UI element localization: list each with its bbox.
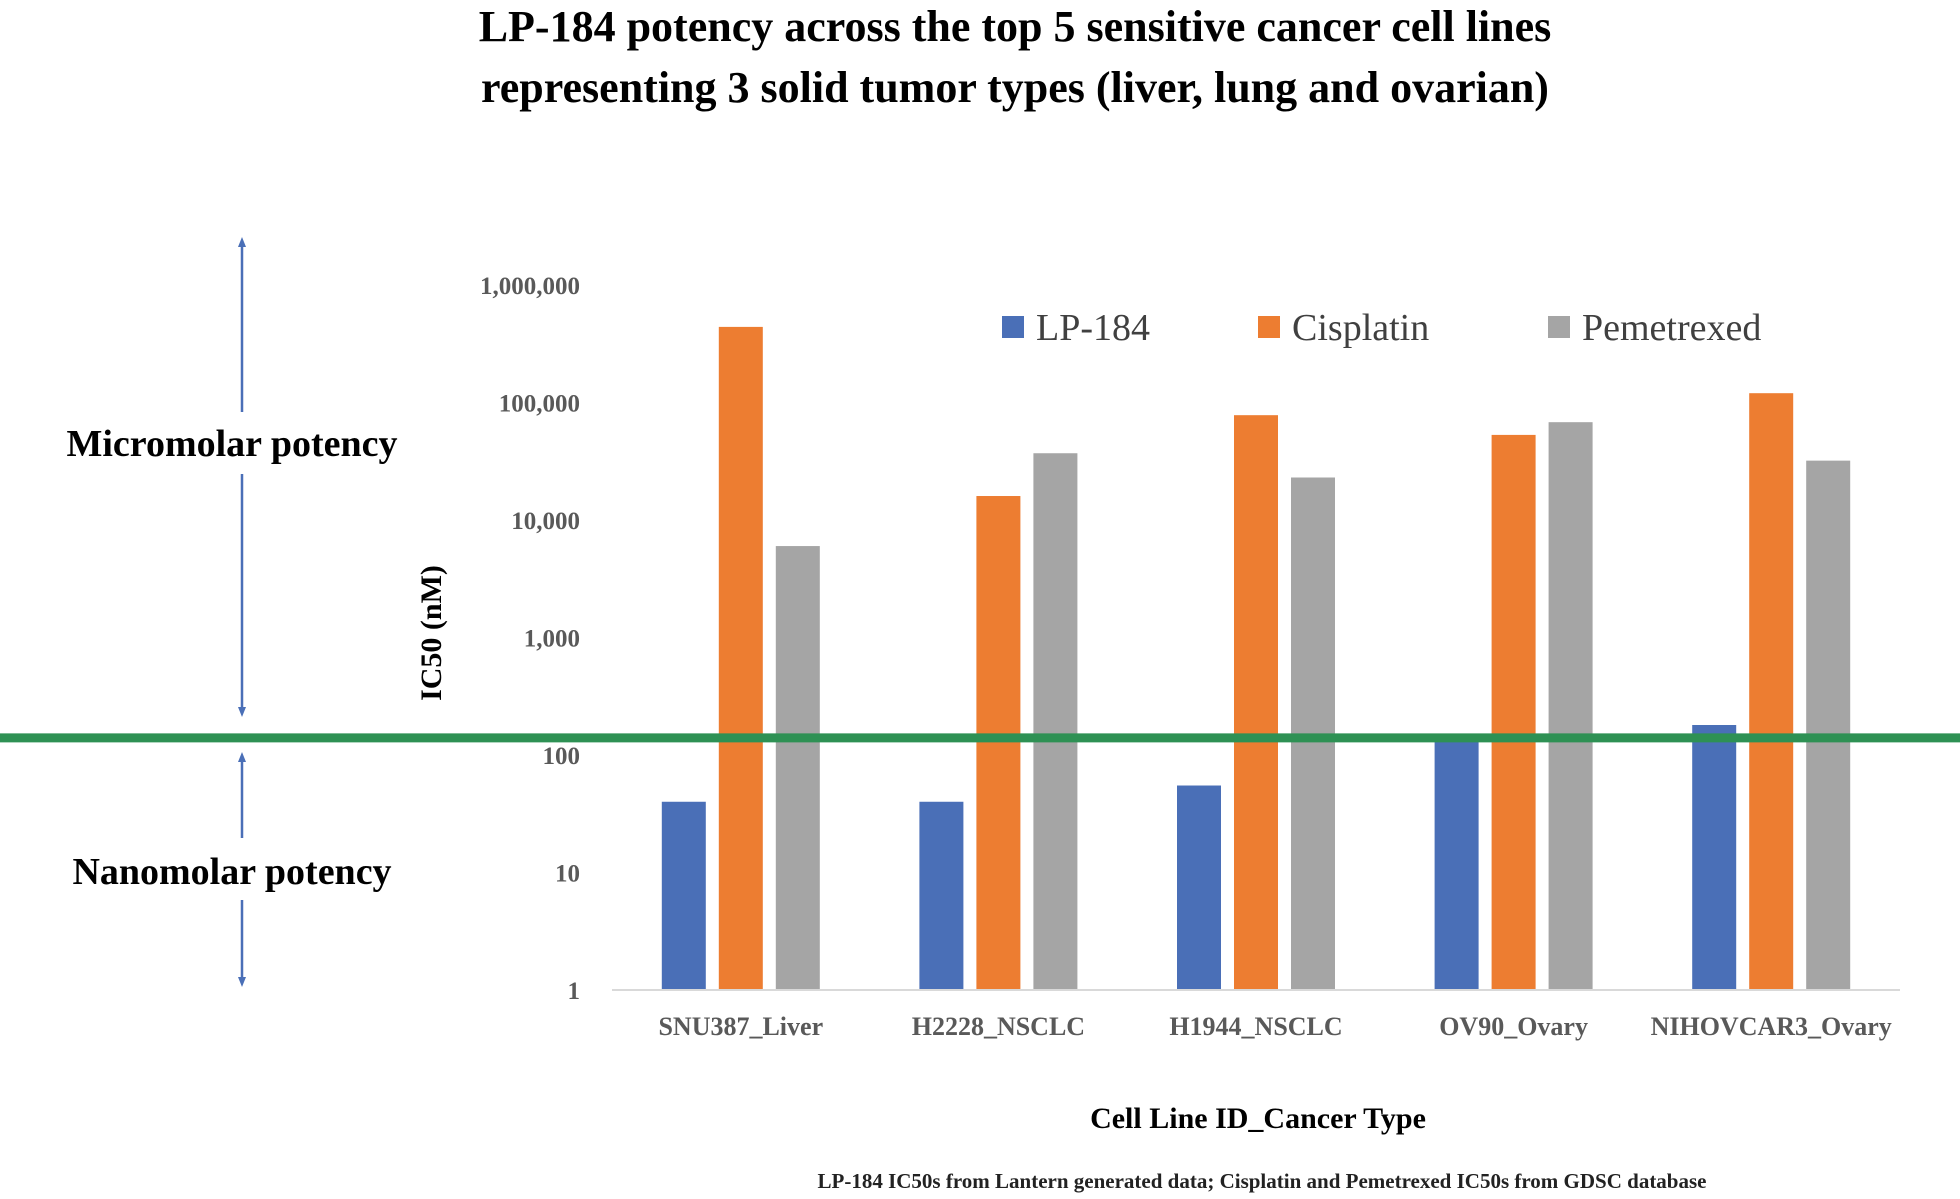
y-tick-label: 10,000: [511, 508, 580, 535]
legend-label-cisplatin: Cisplatin: [1292, 307, 1429, 349]
x-category-label: H2228_NSCLC: [912, 1012, 1085, 1041]
y-tick-label: 1: [568, 978, 581, 1005]
nanomolar-potency-label: Nanomolar potency: [72, 851, 391, 893]
bar-pemetrexed-h2228-nsclc: [1033, 453, 1078, 990]
y-tick-label: 1,000: [524, 626, 580, 653]
x-category-label: H1944_NSCLC: [1169, 1012, 1342, 1041]
bar-pemetrexed-nihovcar3-ovary: [1806, 460, 1851, 990]
x-axis-title: Cell Line ID_Cancer Type: [1090, 1102, 1426, 1135]
y-tick-label: 100,000: [499, 391, 580, 418]
micromolar-potency-label: Micromolar potency: [66, 423, 397, 465]
bar-pemetrexed-ov90-ovary: [1548, 422, 1593, 991]
legend-swatch-lp-184: [1002, 316, 1024, 338]
bar-cisplatin-h2228-nsclc: [976, 496, 1021, 990]
footnote: LP-184 IC50s from Lantern generated data…: [818, 1169, 1707, 1193]
y-axis-title: IC50 (nM): [415, 565, 448, 701]
bar-cisplatin-nihovcar3-ovary: [1749, 393, 1794, 991]
legend-label-lp-184: LP-184: [1036, 307, 1150, 349]
x-category-label: SNU387_Liver: [658, 1012, 823, 1041]
bar-cisplatin-snu387-liver: [718, 326, 763, 991]
x-axis-categories: SNU387_Liver H2228_NSCLC H1944_NSCLC OV90_O…: [658, 1012, 1891, 1041]
bar-lp-184-snu387-liver: [661, 801, 706, 990]
bar-lp-184-h2228-nsclc: [919, 801, 964, 990]
bar-lp-184-h1944-nsclc: [1177, 785, 1221, 990]
bar-pemetrexed-snu387-liver: [775, 546, 820, 990]
x-category-label: OV90_Ovary: [1439, 1012, 1588, 1041]
bar-lp-184-ov90-ovary: [1434, 741, 1479, 990]
chart-title-line-1: LP-184 potency across the top 5 sensitiv…: [479, 2, 1552, 51]
bar-cisplatin-h1944-nsclc: [1234, 415, 1278, 990]
x-category-label: NIHOVCAR3_Ovary: [1651, 1012, 1892, 1041]
bars: [661, 326, 1851, 991]
legend: LP-184 Cisplatin Pemetrexed: [1002, 307, 1761, 349]
legend-swatch-cisplatin: [1258, 316, 1280, 338]
chart-title-line-2: representing 3 solid tumor types (liver,…: [481, 63, 1549, 112]
legend-swatch-pemetrexed: [1548, 316, 1570, 338]
y-axis-ticks: 1 10 100 1,000 10,000 100,000 1,000,000: [480, 273, 580, 1005]
y-tick-label: 1,000,000: [480, 273, 580, 300]
bar-lp-184-nihovcar3-ovary: [1692, 725, 1737, 990]
legend-label-pemetrexed: Pemetrexed: [1582, 307, 1761, 349]
y-tick-label: 100: [543, 743, 581, 770]
y-tick-label: 10: [555, 861, 580, 888]
bar-cisplatin-ov90-ovary: [1491, 434, 1536, 990]
